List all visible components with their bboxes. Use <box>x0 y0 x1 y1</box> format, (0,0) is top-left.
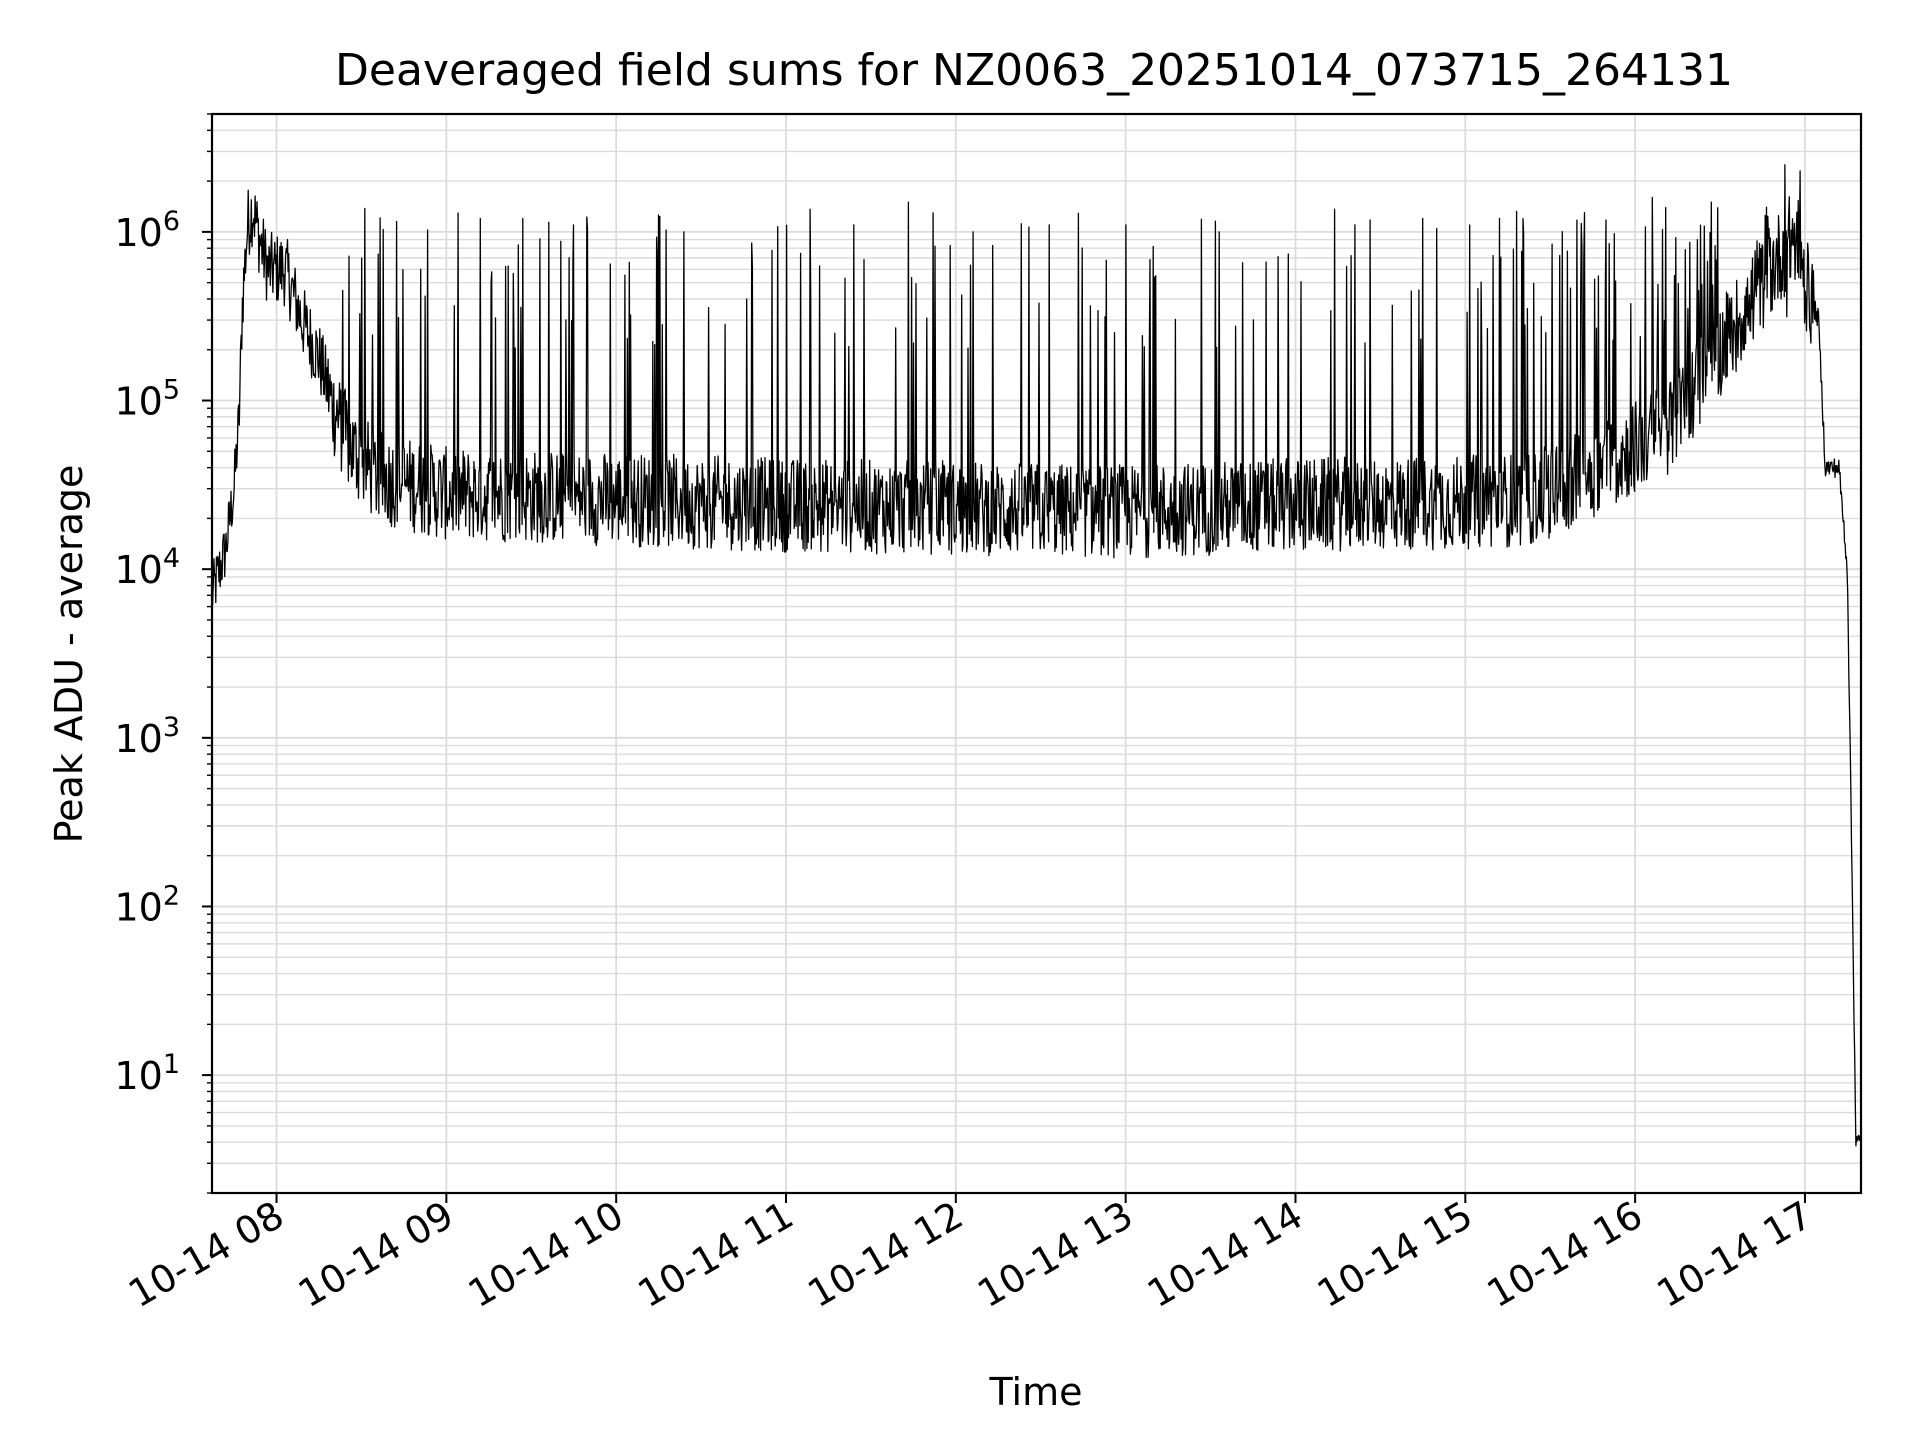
chart-title: Deaveraged field sums for NZ0063_2025101… <box>335 45 1733 96</box>
x-axis-label: Time <box>989 1370 1083 1414</box>
series-line-field-sums <box>211 164 1862 1147</box>
y-tick-label: 106 <box>114 206 180 255</box>
y-tick-label: 105 <box>114 375 180 424</box>
y-tick-label: 103 <box>114 712 180 761</box>
y-tick-label: 101 <box>114 1049 180 1098</box>
plot-frame <box>210 112 1863 1195</box>
data-series <box>211 164 1862 1147</box>
y-tick-label: 102 <box>114 880 180 929</box>
y-tick-label: 104 <box>114 543 180 592</box>
y-axis-label: Peak ADU - average <box>47 465 91 844</box>
